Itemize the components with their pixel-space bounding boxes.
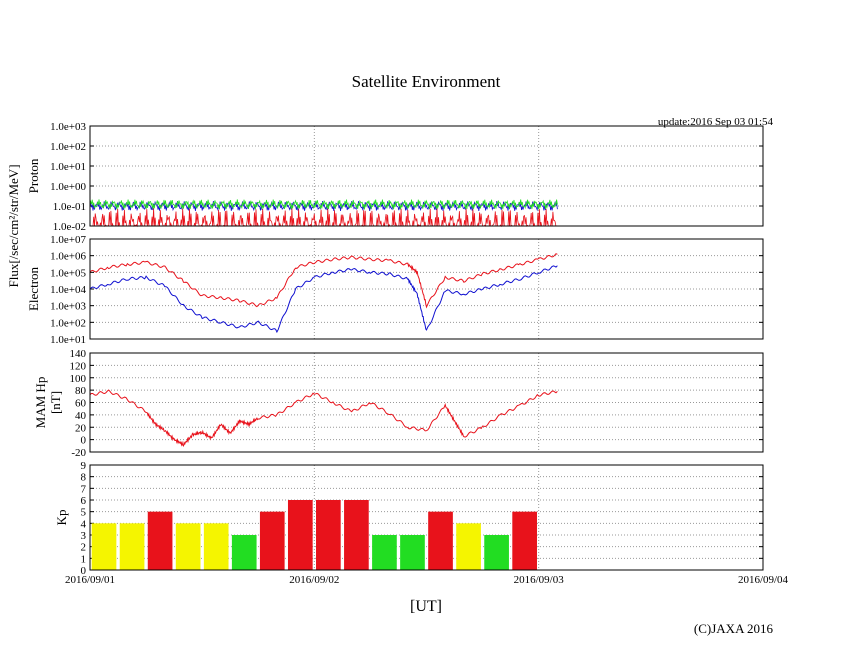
proton-tick-label: 1.0e+01 <box>50 161 86 173</box>
flux-axis-label: Flux[/sec/cm²/str/MeV] <box>6 164 21 287</box>
kp-tick-label: 2 <box>81 542 87 554</box>
kp-tick-label: 0 <box>81 565 87 577</box>
electron-frame <box>89 238 764 340</box>
electron-tick-label: 1.0e+02 <box>50 317 86 329</box>
chart-title: Satellite Environment <box>352 72 501 91</box>
proton-series-green <box>89 199 558 210</box>
kp-tick-label: 9 <box>81 460 87 472</box>
kp-bar <box>372 535 397 570</box>
kp-bar <box>400 535 425 570</box>
proton-frame <box>89 125 764 227</box>
kp-bar <box>512 511 537 570</box>
electron-series-red <box>89 253 558 309</box>
mam-hp-axis-label: [nT] <box>48 391 63 414</box>
proton-tick-label: 1.0e-02 <box>53 221 86 233</box>
x-axis-label: [UT] <box>410 598 442 615</box>
mam-hp-frame <box>89 352 764 453</box>
mam-hp-axis-label: MAM Hp <box>33 377 48 429</box>
mam-hp-tick-label: 80 <box>75 385 87 397</box>
electron-tick-label: 1.0e+04 <box>50 284 86 296</box>
kp-axis-label: Kp <box>54 510 69 526</box>
kp-bar <box>316 500 341 570</box>
proton-tick-label: 1.0e+00 <box>50 181 86 193</box>
kp-bar <box>119 523 145 570</box>
x-tick-label: 2016/09/01 <box>65 574 115 586</box>
electron-tick-label: 1.0e+03 <box>50 301 86 313</box>
proton-series-red <box>90 208 558 228</box>
electron-axis-label: Electron <box>26 266 41 311</box>
x-tick-label: 2016/09/04 <box>738 574 789 586</box>
kp-frame <box>89 464 764 571</box>
kp-tick-label: 6 <box>81 495 87 507</box>
mam-hp-tick-label: 140 <box>70 348 87 360</box>
kp-bar <box>231 535 257 570</box>
electron-series-blue <box>89 265 558 334</box>
mam-hp-tick-label: 0 <box>81 435 87 447</box>
kp-bar <box>147 511 173 570</box>
kp-tick-label: 3 <box>81 530 87 542</box>
mam-hp-tick-label: -20 <box>71 447 86 459</box>
copyright: (C)JAXA 2016 <box>694 621 774 636</box>
mam-hp-tick-label: 20 <box>75 422 87 434</box>
update-timestamp: update:2016 Sep 03 01:54 <box>658 116 774 128</box>
x-tick-label: 2016/09/03 <box>514 574 565 586</box>
mam-hp-tick-label: 100 <box>70 373 87 385</box>
kp-bar <box>259 511 285 570</box>
kp-tick-label: 7 <box>81 483 87 495</box>
electron-tick-label: 1.0e+07 <box>50 234 86 246</box>
electron-tick-label: 1.0e+01 <box>50 334 86 346</box>
x-tick-label: 2016/09/02 <box>289 574 339 586</box>
mam-hp-tick-label: 40 <box>75 410 87 422</box>
kp-bar <box>428 511 453 570</box>
proton-axis-label: Proton <box>26 158 41 193</box>
proton-tick-label: 1.0e-01 <box>53 201 86 213</box>
electron-tick-label: 1.0e+05 <box>50 267 86 279</box>
kp-bar <box>484 535 509 570</box>
proton-tick-label: 1.0e+02 <box>50 141 86 153</box>
electron-tick-label: 1.0e+06 <box>50 251 86 263</box>
proton-tick-label: 1.0e+03 <box>50 121 86 133</box>
kp-tick-label: 5 <box>81 507 87 519</box>
kp-bar <box>287 500 313 570</box>
kp-bar <box>456 523 481 570</box>
chart-panels: 1.0e-02 1.0e-01 1.0e+00 1.0e+01 1.0e+02 1.0e+… <box>26 121 789 586</box>
kp-bar <box>91 523 117 570</box>
mam-hp-tick-label: 120 <box>70 360 87 372</box>
kp-bar <box>203 523 229 570</box>
mam-hp-tick-label: 60 <box>75 398 87 410</box>
kp-bar <box>175 523 201 570</box>
kp-tick-label: 1 <box>81 553 87 565</box>
kp-bar <box>344 500 369 570</box>
mam-hp-series-red <box>89 389 558 447</box>
kp-tick-label: 4 <box>81 518 87 530</box>
kp-tick-label: 8 <box>81 472 87 484</box>
